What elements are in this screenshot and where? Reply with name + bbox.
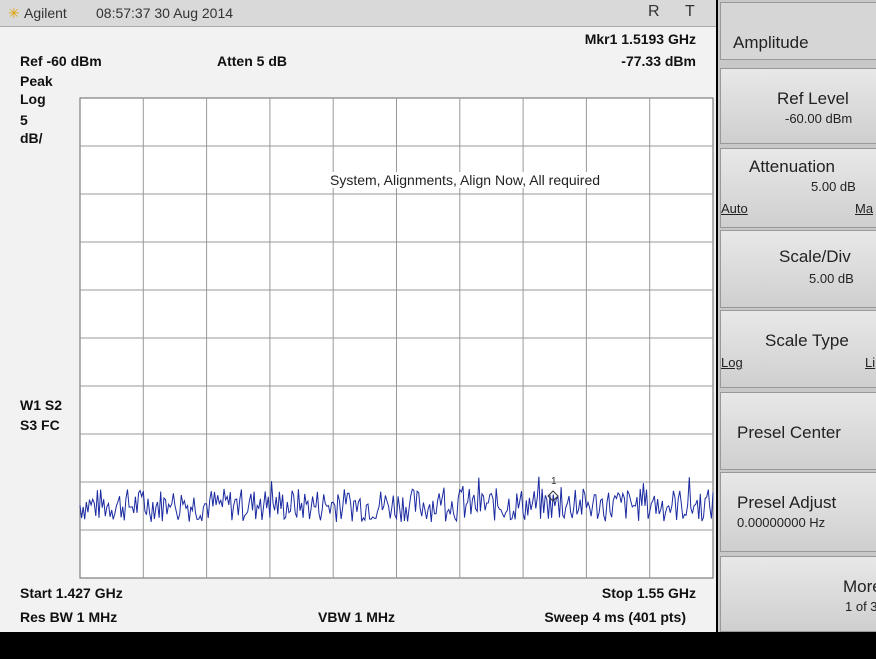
datetime: 08:57:37 30 Aug 2014 (96, 5, 234, 21)
key-label: Scale Type (765, 331, 849, 350)
flag: T (685, 3, 695, 20)
softkey[interactable]: Ref Level -60.00 dBm (720, 68, 876, 144)
key-label: Ref Level (777, 89, 849, 108)
div-unit: dB/ (20, 130, 43, 146)
key-option: Ma (855, 201, 874, 216)
key-label: Scale/Div (779, 247, 851, 266)
trace-info: S3 FC (20, 417, 60, 433)
display: ✳ Agilent 08:57:37 30 Aug 2014 R T Mkr1 … (0, 0, 716, 632)
flag: R (648, 3, 660, 20)
vbw: VBW 1 MHz (318, 609, 395, 625)
softkey[interactable]: Presel Center (720, 392, 876, 470)
key-value: 5.00 dB (811, 179, 856, 194)
marker-symbol (547, 490, 559, 502)
key-option: Log (721, 355, 743, 370)
marker-number: 1 (551, 476, 557, 487)
scale: Log (20, 91, 46, 107)
key-label: More (843, 577, 876, 596)
rbw: Res BW 1 MHz (20, 609, 118, 625)
div-value: 5 (20, 112, 28, 128)
brand: Agilent (24, 5, 67, 21)
key-option: Li (865, 355, 876, 370)
trace (79, 476, 714, 523)
key-value: 1 of 3 (845, 599, 876, 614)
menu-title-text: Amplitude (733, 33, 809, 52)
start-freq: Start 1.427 GHz (20, 585, 123, 601)
key-value: -60.00 dBm (785, 111, 853, 126)
attenuation: Atten 5 dB (217, 53, 287, 69)
logo: ✳ (8, 5, 20, 21)
graticule: 1 (79, 97, 714, 579)
stop-freq: Stop 1.55 GHz (601, 585, 696, 601)
message: System, Alignments, Align Now, All requi… (330, 172, 601, 188)
key-label: Presel Adjust (737, 493, 837, 512)
softkey[interactable]: Scale/Div 5.00 dB (720, 230, 876, 308)
softkey[interactable]: Presel Adjust 0.00000000 Hz (720, 472, 876, 552)
softkey-panel: Amplitude Ref Level -60.00 dBm Attenuati… (718, 0, 876, 632)
marker-freq: Mkr1 1.5193 GHz (584, 31, 696, 47)
key-label: Attenuation (749, 157, 836, 176)
marker-level: -77.33 dBm (621, 53, 696, 69)
sweep: Sweep 4 ms (401 pts) (544, 609, 686, 625)
key-option: Auto (721, 201, 748, 216)
softkey[interactable]: Attenuation 5.00 dB Auto Ma (720, 148, 876, 228)
key-value: 0.00000000 Hz (737, 515, 826, 530)
softkey[interactable]: More 1 of 3 (720, 556, 876, 632)
ref-level: Ref -60 dBm (20, 53, 102, 69)
header-bar: ✳ Agilent 08:57:37 30 Aug 2014 R T (0, 0, 716, 27)
key-value: 5.00 dB (809, 271, 854, 286)
softkey[interactable]: Scale Type Log Li (720, 310, 876, 388)
detector: Peak (20, 73, 53, 89)
menu-title: Amplitude (720, 2, 876, 60)
trace-info: W1 S2 (20, 397, 63, 413)
key-label: Presel Center (737, 423, 841, 442)
